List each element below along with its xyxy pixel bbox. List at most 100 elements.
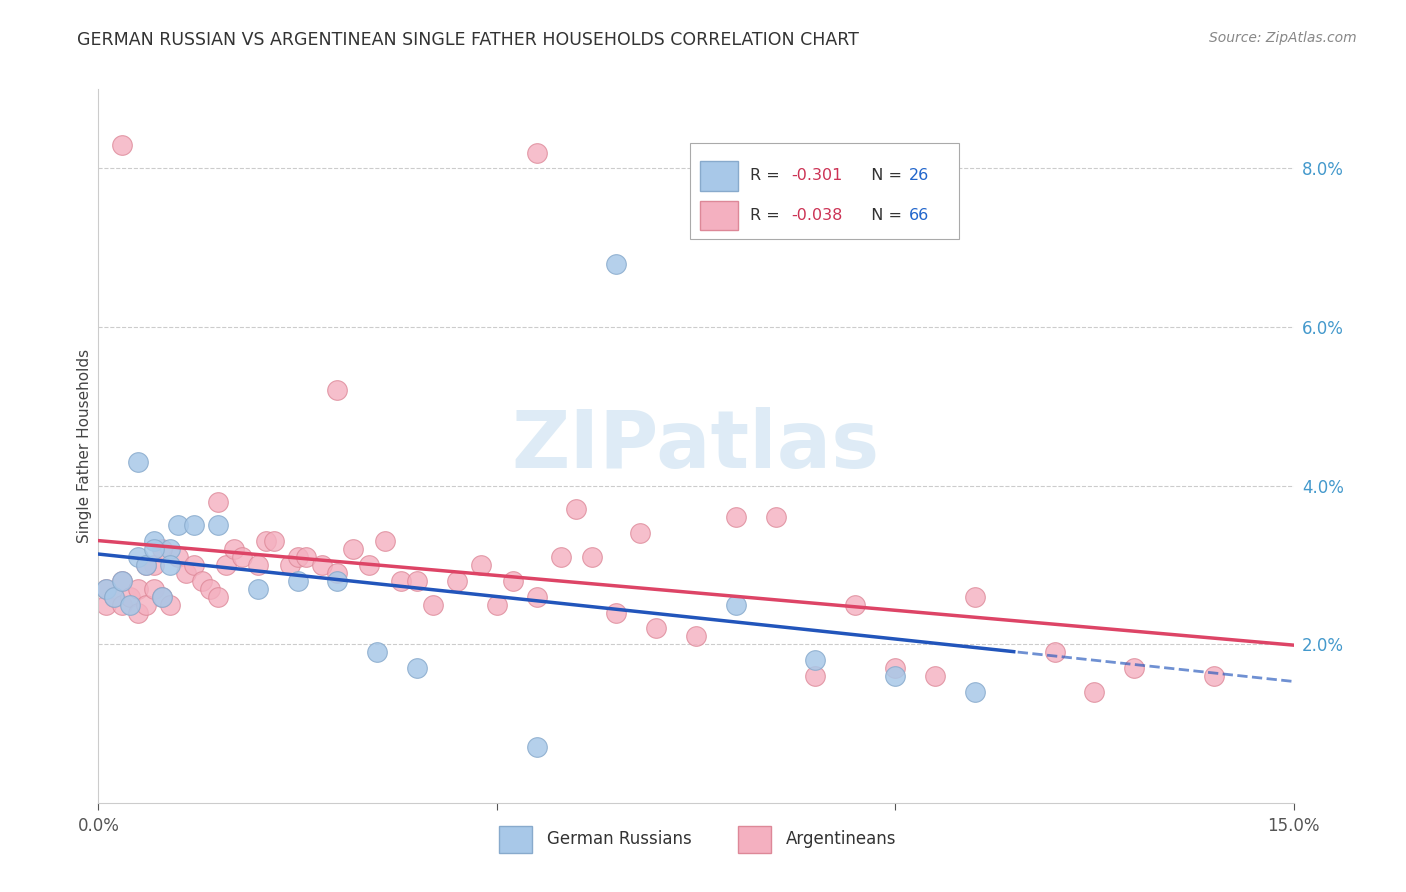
Point: [127, 549, 149, 564]
Point: [143, 534, 166, 549]
Point: [191, 574, 214, 588]
Point: [287, 574, 309, 588]
Point: [96, 582, 118, 596]
Point: [963, 590, 986, 604]
Point: [406, 661, 429, 675]
Point: [215, 558, 238, 572]
Point: [183, 518, 205, 533]
Point: [526, 145, 548, 160]
Text: R =: R =: [749, 168, 785, 183]
Point: [135, 558, 157, 572]
Text: ZIPatlas: ZIPatlas: [512, 407, 880, 485]
Point: [685, 629, 707, 643]
Point: [96, 582, 118, 596]
Point: [294, 549, 316, 564]
Point: [231, 549, 253, 564]
Text: R =: R =: [749, 208, 785, 223]
Point: [884, 661, 907, 675]
Point: [111, 574, 134, 588]
Point: [311, 558, 333, 572]
Point: [120, 590, 142, 604]
Point: [246, 558, 269, 572]
Point: [143, 558, 166, 572]
Point: [96, 598, 118, 612]
Point: [389, 574, 412, 588]
Point: [526, 740, 548, 755]
Point: [422, 598, 444, 612]
Point: [724, 510, 747, 524]
Point: [374, 534, 396, 549]
Point: [326, 574, 349, 588]
Point: [844, 598, 866, 612]
Point: [470, 558, 492, 572]
Point: [605, 606, 627, 620]
FancyBboxPatch shape: [700, 161, 738, 191]
Point: [103, 590, 125, 604]
Text: 66: 66: [908, 208, 929, 223]
Text: -0.038: -0.038: [792, 208, 844, 223]
Point: [581, 549, 603, 564]
Point: [645, 621, 668, 635]
Point: [150, 542, 173, 557]
Text: GERMAN RUSSIAN VS ARGENTINEAN SINGLE FATHER HOUSEHOLDS CORRELATION CHART: GERMAN RUSSIAN VS ARGENTINEAN SINGLE FAT…: [77, 31, 859, 49]
Point: [167, 518, 190, 533]
Point: [963, 685, 986, 699]
FancyBboxPatch shape: [690, 143, 959, 239]
Point: [103, 590, 125, 604]
Point: [174, 566, 197, 580]
Point: [366, 645, 388, 659]
Point: [159, 558, 181, 572]
Point: [207, 494, 229, 508]
Point: [127, 455, 149, 469]
Point: [1043, 645, 1066, 659]
Point: [1083, 685, 1105, 699]
Text: N =: N =: [860, 208, 907, 223]
Point: [246, 582, 269, 596]
Point: [924, 669, 946, 683]
Point: [143, 582, 166, 596]
Point: [804, 653, 827, 667]
Point: [207, 518, 229, 533]
Point: [127, 582, 149, 596]
Point: [342, 542, 364, 557]
FancyBboxPatch shape: [499, 826, 533, 853]
Text: -0.301: -0.301: [792, 168, 844, 183]
Point: [198, 582, 221, 596]
Point: [326, 566, 349, 580]
Point: [359, 558, 381, 572]
Point: [111, 574, 134, 588]
Point: [526, 590, 548, 604]
Point: [150, 590, 173, 604]
FancyBboxPatch shape: [700, 201, 738, 230]
Point: [167, 549, 190, 564]
Y-axis label: Single Father Households: Single Father Households: [77, 349, 91, 543]
Text: 26: 26: [908, 168, 929, 183]
Point: [143, 542, 166, 557]
FancyBboxPatch shape: [738, 826, 772, 853]
Point: [550, 549, 572, 564]
Point: [485, 598, 508, 612]
Point: [159, 598, 181, 612]
Point: [765, 510, 787, 524]
Point: [150, 590, 173, 604]
Point: [111, 137, 134, 152]
Point: [287, 549, 309, 564]
Point: [183, 558, 205, 572]
Text: Source: ZipAtlas.com: Source: ZipAtlas.com: [1209, 31, 1357, 45]
Point: [207, 590, 229, 604]
Point: [446, 574, 468, 588]
Point: [724, 598, 747, 612]
Point: [406, 574, 429, 588]
Point: [1123, 661, 1146, 675]
Point: [326, 384, 349, 398]
Point: [1202, 669, 1225, 683]
Point: [111, 598, 134, 612]
Point: [278, 558, 301, 572]
Point: [135, 558, 157, 572]
Point: [565, 502, 588, 516]
Point: [263, 534, 285, 549]
Point: [222, 542, 245, 557]
Point: [127, 606, 149, 620]
Point: [884, 669, 907, 683]
Point: [120, 598, 142, 612]
